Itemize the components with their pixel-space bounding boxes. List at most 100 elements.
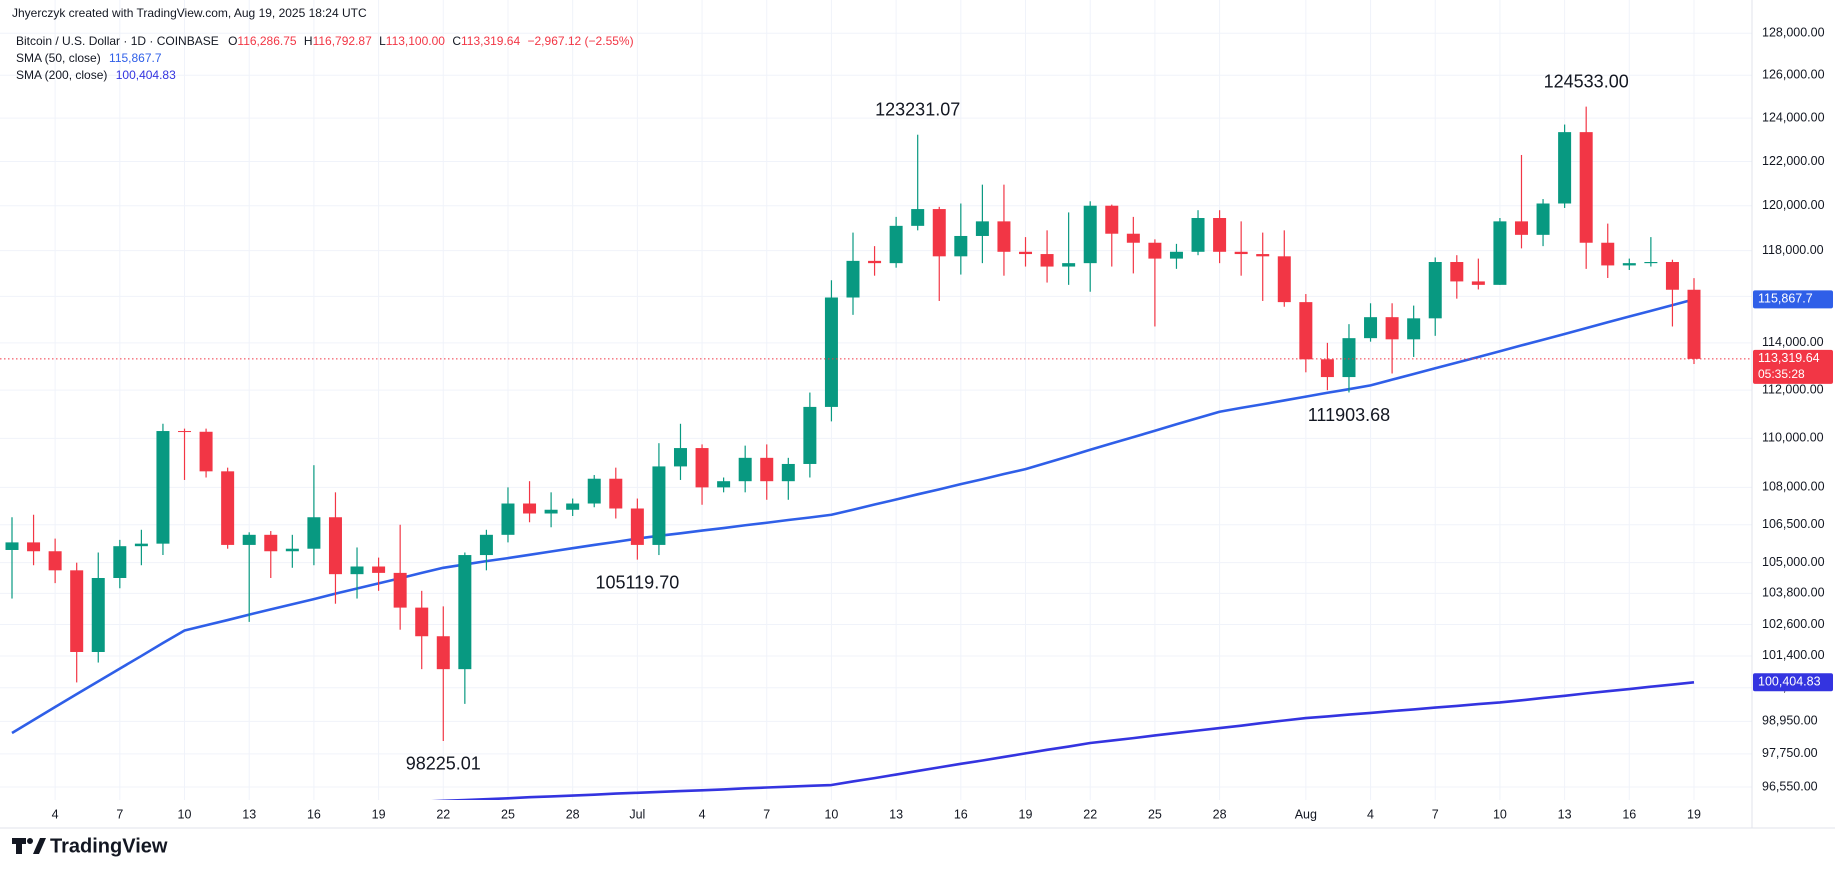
- logo-text: TradingView: [50, 835, 168, 857]
- ohlc-value: 113,100.00: [386, 34, 445, 48]
- annotation: 98225.01: [406, 754, 481, 774]
- x-tick-label: 16: [954, 807, 968, 821]
- legend-name: SMA (200, close): [16, 68, 107, 82]
- price-tag-label: 115,867.7: [1758, 292, 1813, 306]
- logo-shape: [16, 838, 22, 854]
- x-tick-label: 13: [1558, 807, 1572, 821]
- candle-body: [264, 534, 278, 552]
- price-tag: [1753, 290, 1833, 309]
- candle-body: [1687, 289, 1701, 359]
- candle-body: [1407, 318, 1421, 340]
- candle-body: [178, 431, 192, 433]
- y-tick-label: 102,600.00: [1762, 617, 1825, 631]
- candle-body: [781, 463, 795, 482]
- candle-body: [5, 542, 19, 550]
- candle-body: [458, 555, 472, 670]
- indicator-legend: SMA (50, close) 115,867.7: [16, 51, 162, 65]
- y-tick-label: 126,000.00: [1762, 68, 1825, 82]
- ohlc-key: L: [379, 34, 386, 48]
- grid: [0, 0, 1752, 800]
- candle-body: [1514, 221, 1528, 235]
- ohlc-change: −2,967.12 (−2.55%): [528, 34, 634, 48]
- candle-body: [544, 509, 558, 514]
- y-tick-label: 112,000.00: [1762, 382, 1824, 396]
- y-tick-label: 124,000.00: [1762, 110, 1825, 124]
- logo-shape: [27, 838, 33, 844]
- candle-body: [824, 297, 838, 407]
- y-tick-label: 105,000.00: [1762, 555, 1825, 569]
- candle-body: [242, 534, 256, 545]
- x-tick-label: 25: [501, 807, 515, 821]
- candle-body: [932, 209, 946, 257]
- x-tick-label: 25: [1148, 807, 1162, 821]
- candle-body: [652, 466, 666, 545]
- y-tick-label: 120,000.00: [1762, 198, 1825, 212]
- candle-body: [889, 225, 903, 264]
- y-tick-label: 106,500.00: [1762, 517, 1825, 531]
- candle-body: [1320, 359, 1334, 378]
- logo: TradingView: [12, 835, 168, 857]
- y-tick-label: 128,000.00: [1762, 26, 1825, 40]
- x-tick-label: 4: [699, 807, 706, 821]
- candle-body: [1277, 256, 1291, 303]
- candle-body: [630, 508, 644, 545]
- candle-body: [1126, 233, 1140, 243]
- ohlc-value: 116,792.87: [313, 34, 372, 48]
- candle-body: [587, 478, 601, 504]
- x-tick-label: 16: [307, 807, 321, 821]
- symbol-legend: Bitcoin / U.S. Dollar · 1D · COINBASE O1…: [16, 34, 634, 48]
- candle-body: [1083, 205, 1097, 264]
- candle-body: [566, 503, 580, 510]
- x-tick-label: Jul: [629, 807, 645, 821]
- annotation: 124533.00: [1544, 71, 1629, 91]
- candle-body: [738, 457, 752, 482]
- candle-body: [27, 542, 41, 552]
- candle-body: [1493, 221, 1507, 285]
- symbol: Bitcoin / U.S. Dollar · 1D · COINBASE: [16, 34, 219, 48]
- ohlc-key: H: [304, 34, 313, 48]
- candle-body: [1040, 254, 1054, 267]
- logo-shape: [33, 838, 46, 854]
- x-tick-label: 7: [1432, 807, 1439, 821]
- candle-body: [997, 221, 1011, 252]
- candle-body: [372, 566, 386, 573]
- price-tag-label: 100,404.83: [1758, 675, 1821, 689]
- candle-body: [1342, 338, 1356, 378]
- price-tag: [1753, 673, 1833, 692]
- x-tick-label: 19: [1687, 807, 1701, 821]
- candle-body: [328, 517, 342, 575]
- candle-body: [1169, 251, 1183, 259]
- labels: 123231.07 124533.00 111903.68 105119.70 9822…: [406, 71, 1833, 774]
- x-tick-label: 7: [763, 807, 770, 821]
- attribution: Jhyerczyk created with TradingView.com, …: [12, 6, 367, 20]
- candle-body: [975, 221, 989, 236]
- sma-line: [11, 298, 1695, 735]
- candle-body: [1558, 132, 1572, 204]
- y-tick-label: 122,000.00: [1762, 154, 1825, 168]
- y-tick-label: 98,950.00: [1762, 714, 1818, 728]
- candle-body: [717, 481, 731, 488]
- candle-body: [1536, 203, 1550, 235]
- x-tick-label: 22: [1083, 807, 1097, 821]
- annotation: 123231.07: [875, 99, 960, 119]
- candle-body: [436, 636, 450, 670]
- candle-body: [954, 235, 968, 257]
- y-tick-label: 118,000.00: [1762, 243, 1824, 257]
- y-tick-label: 97,750.00: [1762, 746, 1818, 760]
- x-tick-label: 16: [1622, 807, 1636, 821]
- candle-body: [1601, 242, 1615, 266]
- annotation: 111903.68: [1308, 405, 1390, 425]
- candle-body: [1665, 262, 1679, 290]
- x-tick-label: 13: [242, 807, 256, 821]
- candle-body: [91, 577, 105, 652]
- x-tick-label: 28: [566, 807, 580, 821]
- candle-body: [609, 478, 623, 509]
- x-tick-label: 22: [436, 807, 450, 821]
- candle-body: [911, 209, 925, 226]
- candle-body: [70, 570, 84, 652]
- candle-body: [1213, 218, 1227, 252]
- legend-value: 100,404.83: [116, 68, 176, 82]
- candle-body: [1471, 281, 1485, 285]
